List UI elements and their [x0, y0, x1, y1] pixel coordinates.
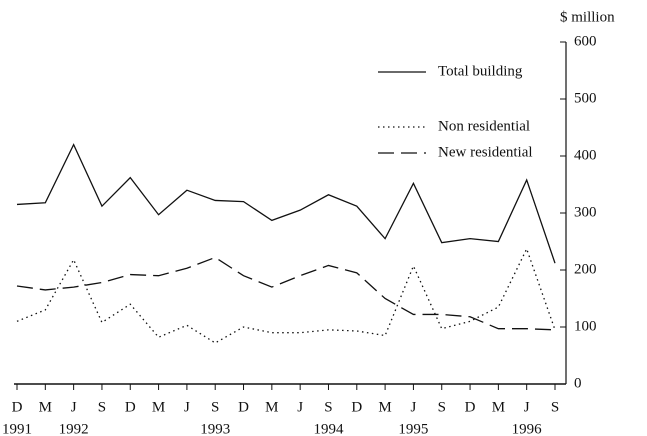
x-tick-label: M	[265, 399, 278, 415]
x-tick-label: J	[410, 399, 416, 415]
x-tick-label: S	[324, 399, 332, 415]
year-label: 1996	[512, 421, 543, 436]
y-tick-label: 200	[574, 261, 597, 277]
year-label: 1993	[200, 421, 230, 436]
y-tick-label: 100	[574, 318, 597, 334]
y-tick-label: 600	[574, 33, 597, 49]
legend-label: New residential	[438, 144, 533, 160]
legend-label: Total building	[438, 63, 523, 79]
x-tick-label: M	[378, 399, 391, 415]
x-tick-label: S	[551, 399, 559, 415]
x-tick-label: D	[238, 399, 249, 415]
y-tick-label: 0	[574, 375, 582, 391]
x-tick-label: S	[438, 399, 446, 415]
series-line	[16, 247, 556, 344]
year-label: 1992	[59, 421, 89, 436]
x-tick-label: J	[184, 399, 190, 415]
y-tick-label: 500	[574, 90, 597, 106]
y-tick-label: 300	[574, 204, 597, 220]
y-tick-label: 400	[574, 147, 597, 163]
series-line	[16, 143, 556, 264]
x-tick-label: D	[465, 399, 476, 415]
x-tick-label: D	[125, 399, 136, 415]
x-tick-label: M	[39, 399, 52, 415]
x-tick-label: J	[524, 399, 530, 415]
series-line	[16, 256, 556, 331]
year-label: 1991	[2, 421, 32, 436]
y-axis-label: $ million	[560, 9, 615, 25]
x-tick-label: M	[492, 399, 505, 415]
x-tick-label: J	[297, 399, 303, 415]
x-tick-label: M	[152, 399, 165, 415]
x-tick-label: S	[211, 399, 219, 415]
x-tick-label: D	[351, 399, 362, 415]
year-label: 1994	[313, 421, 344, 436]
legend-label: Non residential	[438, 118, 530, 134]
x-tick-label: S	[98, 399, 106, 415]
x-tick-label: D	[12, 399, 23, 415]
year-label: 1995	[398, 421, 428, 436]
x-tick-label: J	[71, 399, 77, 415]
